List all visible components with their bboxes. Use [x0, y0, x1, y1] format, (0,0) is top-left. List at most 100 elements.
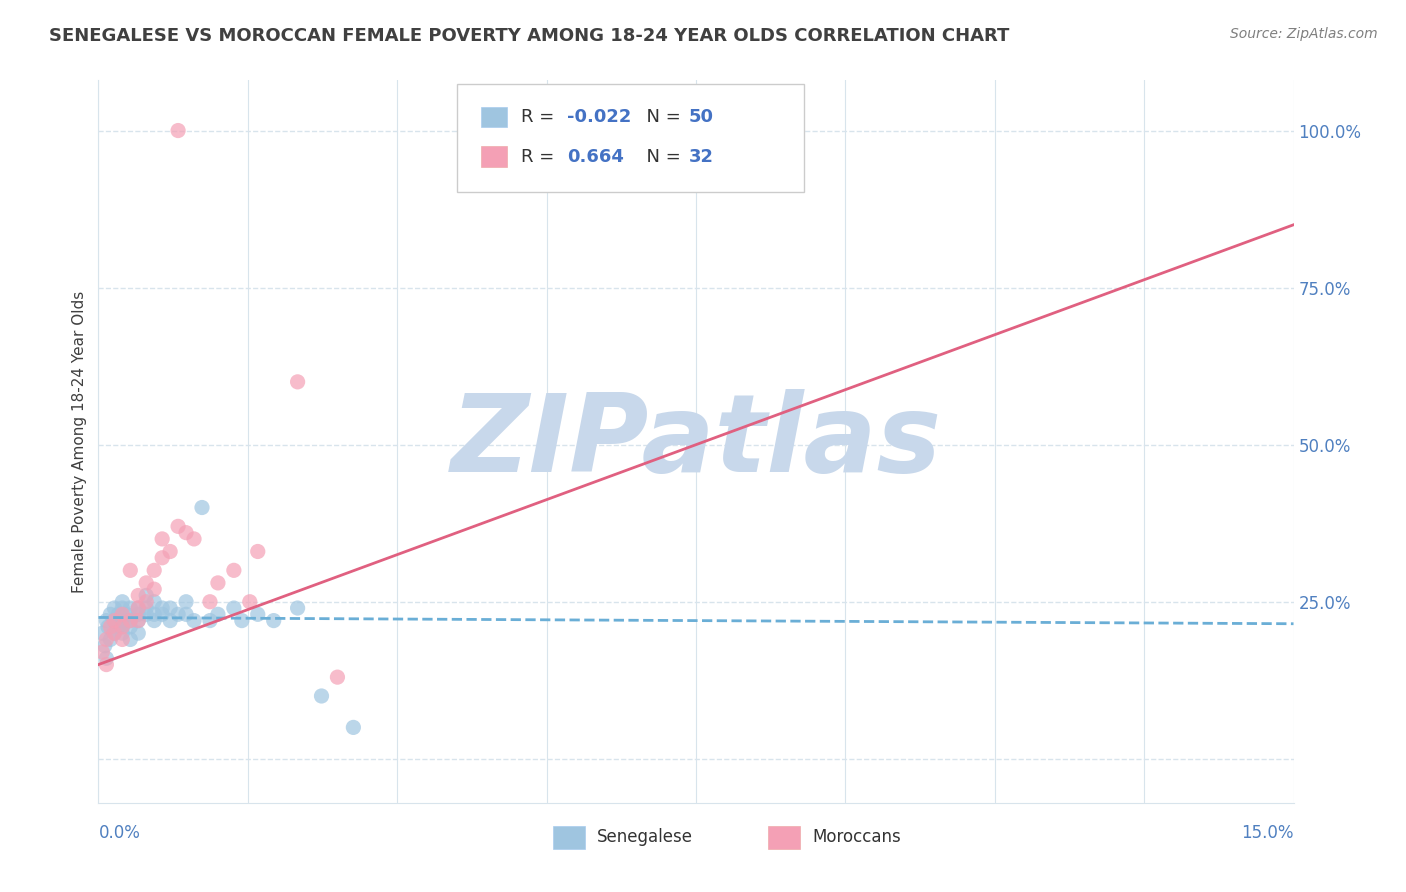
Point: [91, 626, 114, 640]
Point: [143, 595, 166, 609]
Point: [107, 620, 129, 634]
Point: [111, 614, 134, 628]
Point: [127, 607, 149, 622]
Point: [103, 626, 125, 640]
Point: [120, 563, 142, 577]
Point: [231, 614, 253, 628]
Point: [96, 657, 118, 672]
Point: [96, 651, 118, 665]
Point: [120, 601, 142, 615]
Point: [159, 614, 181, 628]
Text: 0.664: 0.664: [567, 148, 624, 166]
Point: [98, 632, 122, 647]
Point: [183, 532, 205, 546]
Point: [191, 500, 214, 515]
Point: [143, 614, 166, 628]
Point: [111, 595, 134, 609]
FancyBboxPatch shape: [768, 826, 800, 849]
Point: [342, 720, 364, 734]
Text: -0.022: -0.022: [567, 108, 631, 126]
Point: [96, 614, 118, 628]
Point: [103, 626, 125, 640]
Point: [135, 589, 157, 603]
Point: [94, 639, 117, 653]
Point: [135, 607, 157, 622]
Text: 32: 32: [689, 148, 714, 166]
FancyBboxPatch shape: [481, 106, 508, 128]
Text: ZIPatlas: ZIPatlas: [450, 389, 942, 494]
Point: [135, 595, 157, 609]
Point: [107, 607, 129, 622]
Point: [159, 601, 181, 615]
Point: [111, 620, 134, 634]
Text: Source: ZipAtlas.com: Source: ZipAtlas.com: [1230, 27, 1378, 41]
Point: [120, 632, 142, 647]
Point: [103, 601, 125, 615]
Point: [198, 595, 221, 609]
Point: [198, 614, 221, 628]
Point: [174, 595, 197, 609]
Point: [127, 614, 149, 628]
Point: [287, 375, 309, 389]
Point: [135, 601, 157, 615]
Point: [287, 601, 309, 615]
Point: [222, 601, 245, 615]
Point: [150, 607, 173, 622]
Point: [127, 626, 149, 640]
Point: [111, 601, 134, 615]
Point: [167, 123, 190, 137]
Point: [143, 563, 166, 577]
Text: Senegalese: Senegalese: [596, 829, 693, 847]
Point: [98, 607, 122, 622]
Point: [97, 620, 120, 634]
Text: 0.0%: 0.0%: [98, 824, 141, 842]
Text: 15.0%: 15.0%: [1241, 824, 1294, 842]
Point: [174, 525, 197, 540]
Point: [103, 614, 125, 628]
Point: [127, 601, 149, 615]
Text: N =: N =: [636, 108, 686, 126]
FancyBboxPatch shape: [457, 84, 804, 193]
Text: 50: 50: [689, 108, 714, 126]
Point: [143, 607, 166, 622]
Point: [135, 575, 157, 590]
Point: [115, 607, 138, 622]
Text: SENEGALESE VS MOROCCAN FEMALE POVERTY AMONG 18-24 YEAR OLDS CORRELATION CHART: SENEGALESE VS MOROCCAN FEMALE POVERTY AM…: [49, 27, 1010, 45]
Point: [167, 607, 190, 622]
Point: [103, 614, 125, 628]
Point: [111, 626, 134, 640]
Point: [120, 614, 142, 628]
Point: [222, 563, 245, 577]
Point: [174, 607, 197, 622]
Point: [96, 632, 118, 647]
Point: [150, 532, 173, 546]
Point: [150, 550, 173, 565]
Point: [98, 620, 122, 634]
Point: [127, 614, 149, 628]
Point: [167, 519, 190, 533]
Point: [246, 544, 269, 558]
Point: [159, 544, 181, 558]
Point: [127, 589, 149, 603]
Point: [111, 620, 134, 634]
Point: [246, 607, 269, 622]
Point: [127, 601, 149, 615]
Point: [183, 614, 205, 628]
Text: R =: R =: [522, 148, 561, 166]
Text: Moroccans: Moroccans: [811, 829, 901, 847]
Text: R =: R =: [522, 108, 561, 126]
Point: [111, 632, 134, 647]
Point: [111, 607, 134, 622]
Point: [263, 614, 285, 628]
Point: [91, 645, 114, 659]
Point: [207, 607, 229, 622]
Point: [239, 595, 262, 609]
Y-axis label: Female Poverty Among 18-24 Year Olds: Female Poverty Among 18-24 Year Olds: [72, 291, 87, 592]
Point: [143, 582, 166, 597]
Text: N =: N =: [636, 148, 686, 166]
FancyBboxPatch shape: [481, 146, 508, 167]
Point: [120, 614, 142, 628]
Point: [120, 620, 142, 634]
Point: [150, 601, 173, 615]
FancyBboxPatch shape: [553, 826, 585, 849]
